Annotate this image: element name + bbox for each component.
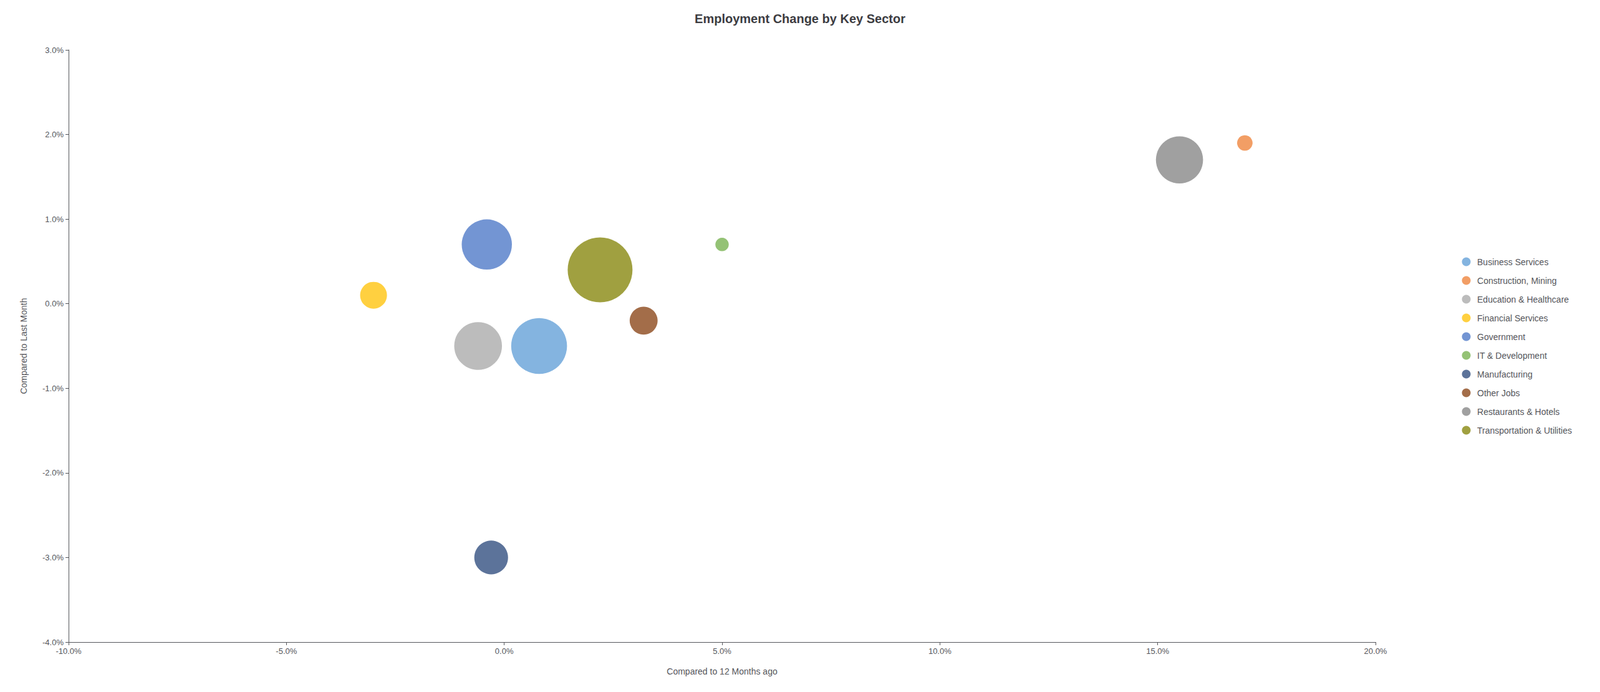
svg-text:15.0%: 15.0% [1146, 645, 1170, 656]
svg-text:0.0%: 0.0% [44, 298, 64, 309]
svg-text:-1.0%: -1.0% [42, 383, 64, 393]
svg-text:-2.0%: -2.0% [42, 467, 64, 478]
svg-text:IT & Development: IT & Development [1477, 350, 1547, 361]
svg-text:Compared to Last Month: Compared to Last Month [18, 297, 29, 394]
svg-text:-4.0%: -4.0% [42, 637, 64, 647]
svg-text:3.0%: 3.0% [44, 45, 64, 55]
svg-text:-5.0%: -5.0% [275, 645, 297, 656]
svg-text:10.0%: 10.0% [928, 645, 952, 656]
svg-text:Government: Government [1477, 331, 1526, 342]
svg-text:5.0%: 5.0% [712, 645, 732, 656]
svg-text:2.0%: 2.0% [44, 129, 64, 140]
svg-text:0.0%: 0.0% [495, 645, 514, 656]
svg-text:Transportation & Utilities: Transportation & Utilities [1477, 425, 1572, 436]
svg-text:-10.0%: -10.0% [55, 645, 82, 656]
svg-text:Business Services: Business Services [1477, 256, 1549, 267]
svg-text:Employment Change by Key Secto: Employment Change by Key Sector [694, 11, 906, 26]
svg-text:Construction, Mining: Construction, Mining [1477, 275, 1557, 286]
svg-text:Education & Healthcare: Education & Healthcare [1477, 294, 1569, 305]
svg-text:Manufacturing: Manufacturing [1477, 369, 1533, 380]
svg-text:Compared to 12 Months ago: Compared to 12 Months ago [666, 665, 778, 676]
svg-text:-3.0%: -3.0% [42, 552, 64, 562]
svg-text:1.0%: 1.0% [44, 214, 64, 224]
svg-text:Other Jobs: Other Jobs [1477, 387, 1520, 398]
svg-text:Restaurants & Hotels: Restaurants & Hotels [1477, 406, 1560, 417]
svg-text:Financial Services: Financial Services [1477, 313, 1549, 323]
svg-text:20.0%: 20.0% [1364, 645, 1388, 656]
